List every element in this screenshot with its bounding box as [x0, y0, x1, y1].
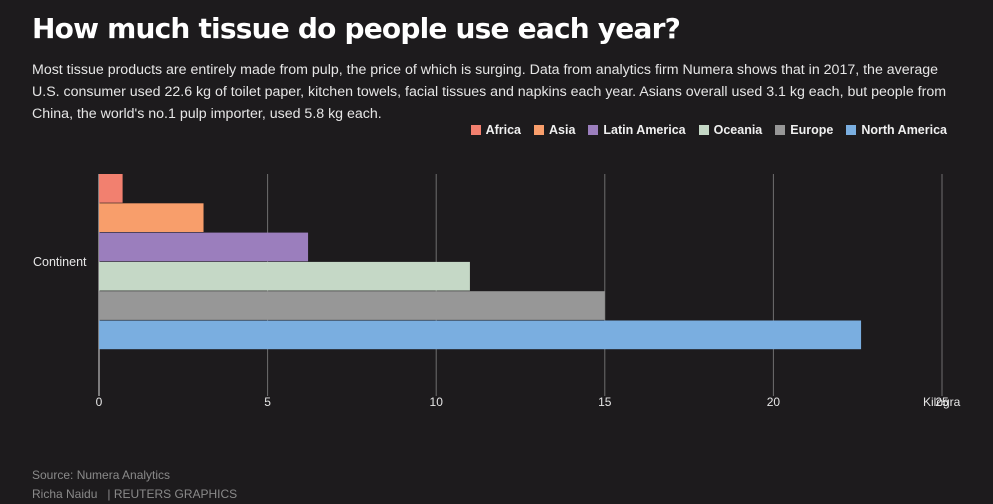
legend-swatch-africa [470, 125, 481, 135]
x-tick-label: 15 [598, 395, 612, 409]
legend-label: North America [861, 123, 947, 137]
bar-north-america [99, 320, 862, 350]
legend-swatch-asia [534, 125, 545, 135]
source-note: Source: Numera Analytics [32, 468, 171, 482]
org-name: | REUTERS GRAPHICS [107, 487, 238, 501]
legend-swatch-north-america [846, 125, 857, 135]
legend-item-oceania: Oceania [698, 123, 763, 137]
credit-line: Richa Naidu | REUTERS GRAPHICS [32, 487, 237, 501]
author-name: Richa Naidu [32, 487, 98, 501]
legend-swatch-europe [775, 125, 786, 135]
legend-label: Oceania [713, 123, 763, 137]
x-tick-label: 0 [96, 395, 103, 409]
bar-latin-america [99, 232, 309, 262]
x-axis-label: Kilogra [923, 395, 961, 409]
legend-item-asia: Asia [534, 123, 575, 137]
legend-item-latin-america: Latin America [588, 123, 686, 137]
legend-item-north-america: North America [846, 123, 947, 137]
bar-asia [99, 203, 204, 232]
legend-swatch-latin-america [588, 125, 599, 135]
legend-swatch-oceania [698, 125, 709, 135]
legend-label: Asia [549, 123, 576, 137]
bar-oceania [99, 261, 470, 291]
x-tick-label: 10 [430, 395, 444, 409]
chart-legend: Africa Asia Latin America Oceania Europe… [458, 123, 947, 137]
x-tick-label: 20 [767, 395, 781, 409]
chart-title: How much tissue do people use each year? [32, 12, 681, 45]
chart-description: Most tissue products are entirely made f… [32, 62, 947, 122]
legend-label: Latin America [603, 123, 686, 137]
legend-item-europe: Europe [775, 123, 833, 137]
x-tick-label: 5 [264, 395, 271, 409]
legend-item-africa: Africa [470, 123, 522, 137]
bar-africa [99, 174, 123, 203]
legend-label: Europe [790, 123, 834, 137]
y-category-label: Continent [33, 255, 87, 269]
bar-europe [99, 291, 605, 320]
legend-label: Africa [485, 123, 522, 137]
x-tick-label: 25 [935, 395, 949, 409]
